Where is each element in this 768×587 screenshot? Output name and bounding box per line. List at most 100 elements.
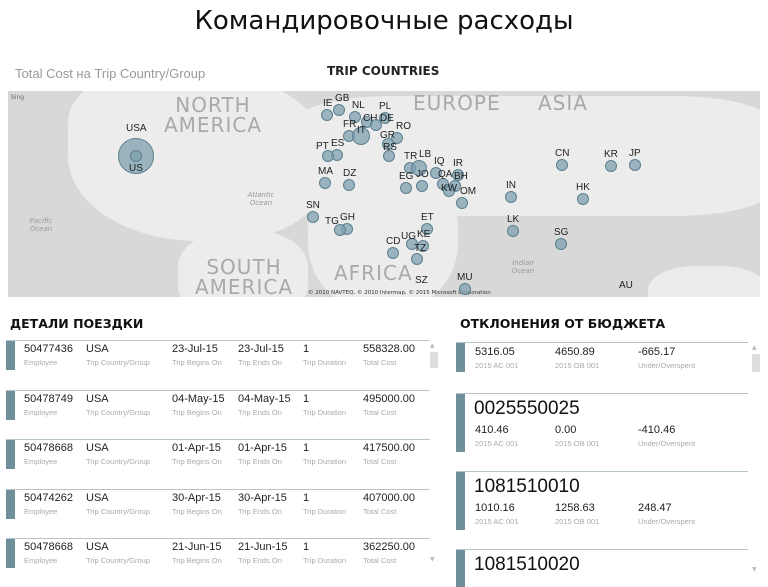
country-label: SZ (415, 275, 428, 286)
bubble-de[interactable] (370, 119, 382, 131)
country-label: IT (357, 125, 366, 136)
bubble-lk[interactable] (507, 225, 519, 237)
trip-details-list[interactable]: 50477436 Employee USA Trip Country/Group 23-… (6, 340, 430, 587)
duration-label: Trip Duration (303, 407, 347, 417)
diff-value: -410.46 (638, 424, 676, 436)
map-copyright: © 2010 NAVTEQ, © 2010 Intermap, © 2015 M… (308, 290, 491, 296)
land-south-america (178, 231, 308, 297)
bubble-gb[interactable] (333, 104, 345, 116)
budget-list[interactable]: 5316.05 2015 AC 001 4650.89 2015 OB 001 -665… (456, 342, 750, 587)
trip-details-title: ДЕТАЛИ ПОЕЗДКИ (10, 316, 144, 331)
cell-country: USA Trip Country/Group (86, 393, 150, 417)
bubble-mu[interactable] (459, 283, 471, 295)
bubble-us[interactable] (130, 150, 142, 162)
country-label: AU (619, 280, 633, 291)
bubble-ug[interactable] (406, 238, 418, 250)
country-label: LB (419, 149, 432, 160)
budget-row[interactable]: 5316.05 2015 AC 001 4650.89 2015 OB 001 -665… (456, 342, 748, 372)
country-label: CN (555, 148, 570, 159)
budget-title: ОТКЛОНЕНИЯ ОТ БЮДЖЕТА (460, 316, 666, 331)
ac-label: 2015 AC 001 (475, 439, 519, 448)
bubble-dz[interactable] (343, 179, 355, 191)
ends-label: Trip Ends On (238, 407, 282, 417)
scroll-thumb[interactable] (752, 354, 760, 372)
country-label: CD (386, 236, 401, 247)
bubble-hk[interactable] (577, 193, 589, 205)
budget-list-scrollbar[interactable]: ▲ ▼ (752, 344, 760, 584)
ends-label: Trip Ends On (238, 556, 282, 565)
map-title: TRIP COUNTRIES (327, 64, 440, 78)
ob-label: 2015 OB 001 (555, 361, 600, 370)
bubble-sg[interactable] (555, 238, 567, 250)
trip-row[interactable]: 50478668 Employee USA Trip Country/Group 01-… (6, 439, 430, 469)
bubble-rs[interactable] (383, 150, 395, 162)
bubble-jo[interactable] (416, 180, 428, 192)
trip-row[interactable]: 50478749 Employee USA Trip Country/Group 04-… (6, 389, 430, 420)
ends-label: Trip Ends On (238, 506, 282, 516)
cell-ob: 4650.89 2015 OB 001 (555, 346, 599, 370)
ob-label: 2015 OB 001 (555, 439, 600, 448)
bubble-tz[interactable] (411, 253, 423, 265)
trip-row[interactable]: 50474262 Employee USA Trip Country/Group 30-… (6, 488, 430, 519)
scroll-up-icon[interactable]: ▲ (752, 344, 757, 351)
bubble-om[interactable] (456, 197, 468, 209)
cost-label: Total Cost (363, 407, 397, 417)
trip-countries-map[interactable]: bing NORTH AMERICA EUROPE ASIA AFRICA SO… (8, 91, 760, 297)
scroll-up-icon[interactable]: ▲ (430, 342, 435, 349)
country-value: USA (86, 392, 109, 405)
scroll-down-icon[interactable]: ▼ (752, 566, 757, 573)
bubble-pt[interactable] (322, 150, 334, 162)
employee-value: 50474262 (24, 491, 73, 504)
scroll-thumb[interactable] (430, 352, 438, 368)
trip-row[interactable]: 50478668 Employee USA Trip Country/Group 21-… (6, 538, 430, 568)
bubble-cn[interactable] (556, 159, 568, 171)
bubble-kr[interactable] (605, 160, 617, 172)
ends-value: 23-Jul-15 (238, 343, 284, 355)
bubble-et[interactable] (421, 223, 433, 235)
cell-begins: 21-Jun-15 Trip Begins On (172, 541, 222, 565)
budget-row[interactable]: 1081510010 1010.16 2015 AC 001 1258.63 2015 … (456, 471, 748, 530)
country-label: JO (416, 169, 429, 180)
budget-row[interactable]: 1081510020 (456, 549, 748, 587)
bubble-ma[interactable] (319, 177, 331, 189)
bubble-kw[interactable] (443, 185, 455, 197)
country-label: MU (457, 272, 473, 283)
trip-row[interactable]: 50477436 Employee USA Trip Country/Group 23-… (6, 340, 430, 370)
cost-label: Total Cost (363, 457, 397, 466)
scroll-down-icon[interactable]: ▼ (430, 556, 435, 563)
row-accent-bar (456, 343, 465, 372)
country-label: RS (383, 142, 397, 153)
budget-row[interactable]: 0025550025 410.46 2015 AC 001 0.00 2015 OB 0… (456, 393, 748, 452)
bubble-ie[interactable] (321, 109, 333, 121)
country-label: TZ (414, 243, 427, 254)
bubble-eg[interactable] (400, 182, 412, 194)
cell-begins: 01-Apr-15 Trip Begins On (172, 442, 222, 466)
bubble-jp[interactable] (629, 159, 641, 171)
bubble-it[interactable] (352, 127, 370, 145)
bubble-iq[interactable] (430, 167, 442, 179)
cell-cost: 495000.00 Total Cost (363, 393, 415, 417)
bubble-tg[interactable] (334, 224, 346, 236)
row-accent-bar (6, 341, 15, 370)
bubble-cd[interactable] (387, 247, 399, 259)
bubble-lb[interactable] (411, 160, 427, 176)
row-accent-bar (456, 550, 465, 587)
begins-label: Trip Begins On (172, 506, 222, 516)
bubble-ro[interactable] (391, 132, 403, 144)
ob-value: 4650.89 (555, 346, 595, 358)
bubble-sn[interactable] (307, 211, 319, 223)
trip-list-scrollbar[interactable]: ▲ ▼ (430, 342, 438, 587)
label-atlantic: Atlantic Ocean (247, 191, 275, 207)
cell-ends: 04-May-15 Trip Ends On (238, 393, 291, 417)
ends-value: 30-Apr-15 (238, 491, 287, 504)
begins-label: Trip Begins On (172, 556, 222, 565)
country-label: CH (363, 113, 378, 124)
bubble-in[interactable] (505, 191, 517, 203)
cost-label: Total Cost (363, 556, 397, 565)
bubble-gr[interactable] (382, 138, 394, 150)
bubble-nl[interactable] (349, 111, 361, 123)
bubble-pl[interactable] (379, 112, 391, 124)
cell-cost: 407000.00 Total Cost (363, 492, 415, 516)
bing-logo: bing (11, 94, 25, 101)
label-africa: AFRICA (334, 261, 413, 285)
